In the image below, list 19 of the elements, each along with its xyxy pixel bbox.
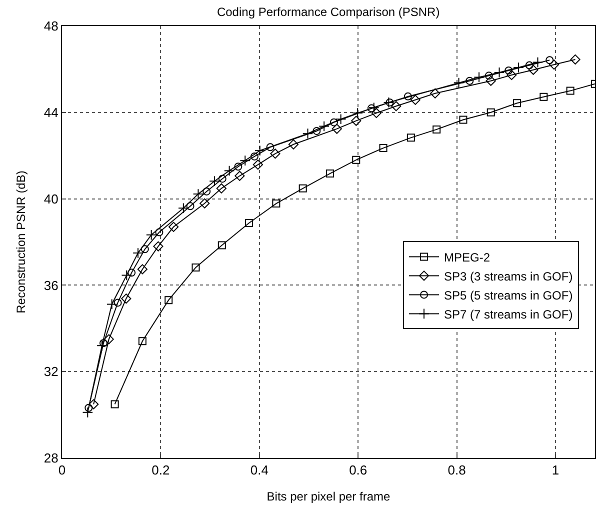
y-tick-label: 36 [44, 278, 58, 293]
legend-label: SP3 (3 streams in GOF) [444, 269, 573, 284]
chart-title: Coding Performance Comparison (PSNR) [216, 4, 440, 19]
x-tick-label: 0.2 [152, 462, 170, 478]
x-axis-title: Bits per pixel per frame [266, 490, 391, 504]
x-tick-label: 1 [552, 462, 560, 478]
y-tick-label: 28 [44, 450, 58, 466]
y-tick-label: 48 [44, 18, 58, 34]
x-tick-label: 0.8 [448, 462, 466, 478]
legend-label: SP5 (5 streams in GOF) [444, 288, 573, 302]
y-tick-label: 44 [44, 104, 58, 120]
legend-label: SP7 (7 streams in GOF) [444, 307, 573, 322]
legend-label: MPEG-2 [444, 250, 490, 264]
x-tick-label: 0.6 [349, 462, 368, 478]
y-axis-title: Reconstruction PSNR (dB) [14, 170, 28, 314]
x-tick-label: 0.4 [250, 462, 268, 478]
y-tick-label: 40 [44, 191, 58, 206]
x-tick-label: 0 [58, 462, 66, 478]
y-tick-label: 32 [44, 364, 58, 380]
